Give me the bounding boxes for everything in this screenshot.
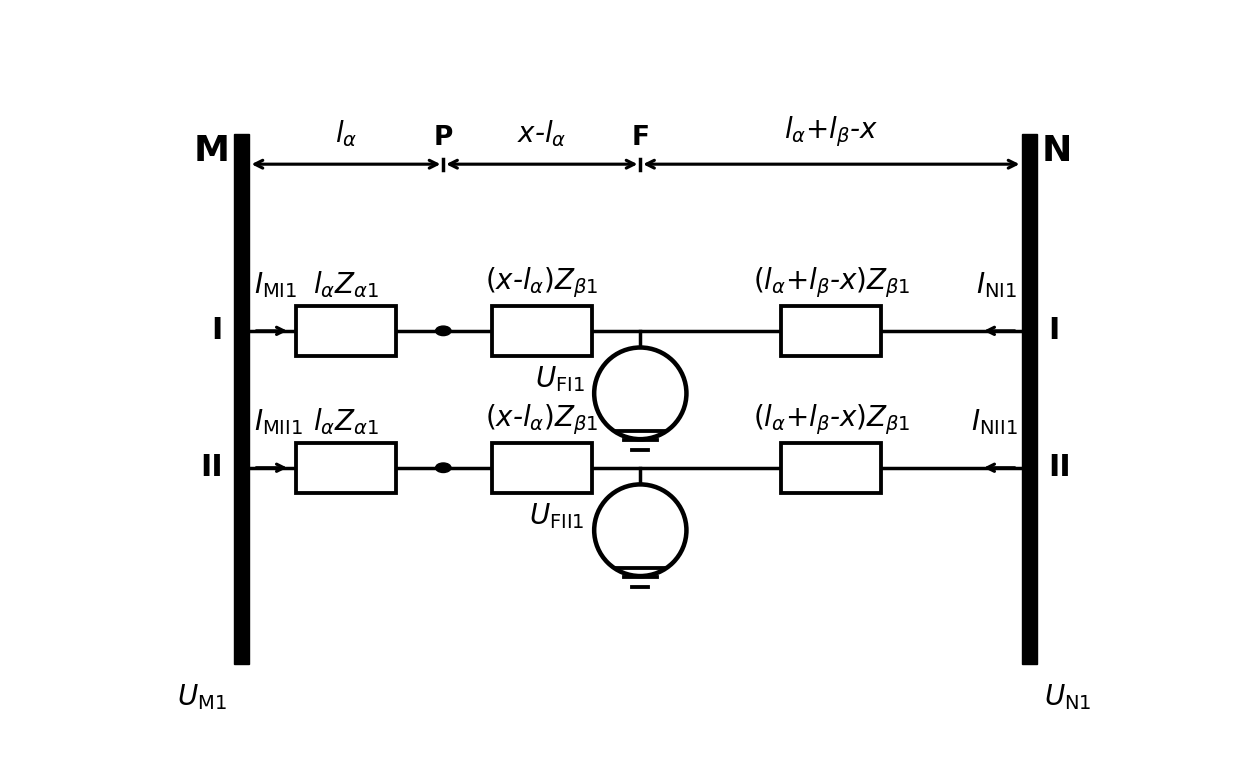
Text: $U_{\rm FII1}$: $U_{\rm FII1}$ [529,502,584,531]
Ellipse shape [594,348,687,439]
Text: P: P [434,125,453,151]
Text: N: N [1042,135,1071,169]
Bar [1022,135,1037,664]
Text: F: F [631,125,650,151]
Text: $x$-$l_\alpha$: $x$-$l_\alpha$ [517,118,567,149]
Text: $I_{\rm NI1}$: $I_{\rm NI1}$ [976,270,1018,300]
Text: $(x$-$l_\alpha)Z_{\beta 1}$: $(x$-$l_\alpha)Z_{\beta 1}$ [485,265,599,300]
Bar [296,443,396,492]
Text: $l_\alpha Z_{\alpha 1}$: $l_\alpha Z_{\alpha 1}$ [314,269,379,300]
Text: $(x$-$l_\alpha)Z_{\beta 1}$: $(x$-$l_\alpha)Z_{\beta 1}$ [485,402,599,437]
Text: $U_{\rm M1}$: $U_{\rm M1}$ [177,682,227,712]
Bar [492,443,591,492]
Bar [781,306,882,356]
Text: M: M [193,135,229,169]
Circle shape [435,326,451,335]
Circle shape [435,463,451,472]
Text: $I_{\rm MI1}$: $I_{\rm MI1}$ [253,270,296,300]
Text: II: II [1048,453,1071,482]
Bar [781,443,882,492]
Text: $(l_\alpha$+$l_\beta$-$x)Z_{\beta 1}$: $(l_\alpha$+$l_\beta$-$x)Z_{\beta 1}$ [753,265,910,300]
Bar [492,306,591,356]
Text: II: II [200,453,223,482]
Text: $l_\alpha Z_{\alpha 1}$: $l_\alpha Z_{\alpha 1}$ [314,406,379,437]
Bar [296,306,396,356]
Ellipse shape [594,485,687,576]
Text: $l_\alpha$+$l_\beta$-$x$: $l_\alpha$+$l_\beta$-$x$ [784,114,878,149]
Text: $U_{\rm N1}$: $U_{\rm N1}$ [1044,682,1091,712]
Text: $(l_\alpha$+$l_\beta$-$x)Z_{\beta 1}$: $(l_\alpha$+$l_\beta$-$x)Z_{\beta 1}$ [753,402,910,437]
Text: $U_{\rm FI1}$: $U_{\rm FI1}$ [534,365,584,394]
Bar [234,135,249,664]
Text: $I_{\rm MII1}$: $I_{\rm MII1}$ [253,407,303,437]
Text: I: I [211,316,223,346]
Text: $l_\alpha$: $l_\alpha$ [335,118,357,149]
Text: $I_{\rm NII1}$: $I_{\rm NII1}$ [971,407,1018,437]
Text: I: I [1048,316,1060,346]
